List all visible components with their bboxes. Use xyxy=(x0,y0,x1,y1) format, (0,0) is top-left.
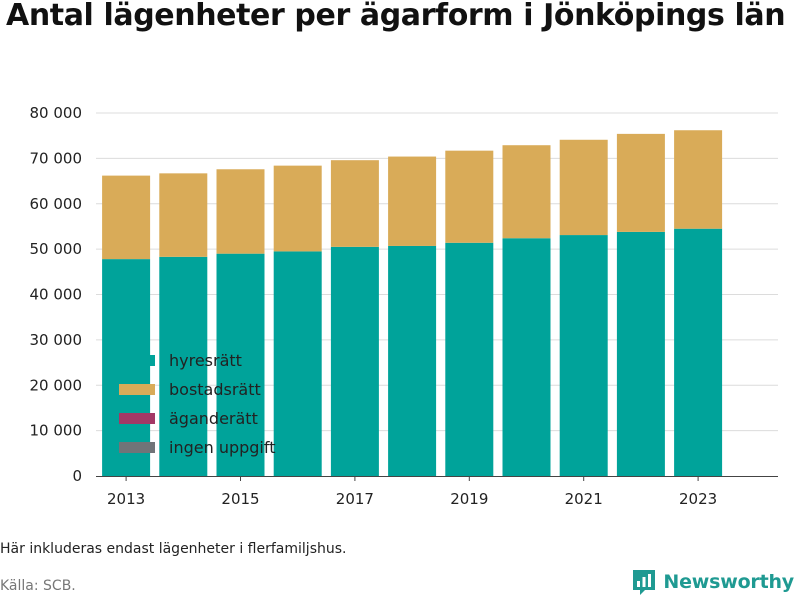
y-tick-label: 70 000 xyxy=(30,149,83,167)
x-tick-label: 2023 xyxy=(679,490,717,508)
bar-segment-2018-0 xyxy=(388,245,437,476)
bar-segment-2016-1 xyxy=(273,165,322,252)
y-tick-label: 50 000 xyxy=(30,240,83,258)
x-tick-label: 2017 xyxy=(336,490,374,508)
legend-swatch xyxy=(119,355,155,366)
legend-label: äganderätt xyxy=(169,409,258,428)
y-tick-label: 10 000 xyxy=(30,422,83,440)
legend-swatch xyxy=(119,384,155,395)
y-tick-label: 60 000 xyxy=(30,195,83,213)
bar-segment-2020-0 xyxy=(502,238,551,476)
legend-item: ingen uppgift xyxy=(114,433,290,462)
brand: Newsworthy xyxy=(631,568,794,596)
newsworthy-logo-icon xyxy=(633,570,656,595)
legend: hyresrätt bostadsrätt äganderätt ingen uppg… xyxy=(114,346,290,462)
bar-segment-2020-1 xyxy=(502,145,551,239)
bar-segment-2015-1 xyxy=(216,169,265,254)
bar-segment-2017-0 xyxy=(330,246,379,476)
y-tick-label: 40 000 xyxy=(30,286,83,304)
bar-segment-2018-1 xyxy=(388,156,437,246)
y-tick-label: 20 000 xyxy=(30,376,83,394)
legend-label: bostadsrätt xyxy=(169,380,261,399)
bar-segment-2019-1 xyxy=(445,150,494,243)
legend-label: ingen uppgift xyxy=(169,438,276,457)
bar-segment-2021-0 xyxy=(559,235,608,476)
bar-segment-2017-1 xyxy=(330,160,379,247)
x-tick-label: 2013 xyxy=(107,490,145,508)
x-axis-ticks: 2013 2015 2017 2019 2021 2023 xyxy=(107,476,717,508)
x-tick-label: 2019 xyxy=(450,490,488,508)
bar-segment-2014-1 xyxy=(159,173,208,257)
chart-area: 0 10 000 20 000 30 000 40 000 50 000 60 000 70 … xyxy=(30,104,778,508)
bar-segment-2023-0 xyxy=(674,228,723,476)
legend-label: hyresrätt xyxy=(169,351,242,370)
y-axis-ticks: 0 10 000 20 000 30 000 40 000 50 000 60 000 70 … xyxy=(30,104,83,485)
legend-item: bostadsrätt xyxy=(114,375,290,404)
bars xyxy=(102,130,723,476)
legend-item: hyresrätt xyxy=(114,346,290,375)
bar-segment-2021-1 xyxy=(559,139,608,236)
chart-title: Antal lägenheter per ägarform i Jönköpin… xyxy=(6,0,786,33)
y-tick-label: 0 xyxy=(72,467,82,485)
x-tick-label: 2021 xyxy=(565,490,603,508)
bar-segment-2022-0 xyxy=(616,231,665,476)
bar-segment-2016-0 xyxy=(273,251,322,476)
brand-name: Newsworthy xyxy=(663,571,794,593)
legend-item: äganderätt xyxy=(114,404,290,433)
bar-segment-2019-0 xyxy=(445,242,494,476)
legend-swatch xyxy=(119,413,155,424)
bar-segment-2015-0 xyxy=(216,253,265,476)
source-note: Källa: SCB. xyxy=(0,578,76,594)
bar-segment-2014-0 xyxy=(159,256,208,476)
bar-segment-2022-1 xyxy=(616,133,665,232)
x-tick-label: 2015 xyxy=(221,490,259,508)
y-tick-label: 30 000 xyxy=(30,331,83,349)
legend-swatch xyxy=(119,442,155,453)
bar-segment-2013-1 xyxy=(102,175,151,260)
bar-segment-2013-0 xyxy=(102,259,151,476)
bar-segment-2023-1 xyxy=(674,130,723,229)
y-tick-label: 80 000 xyxy=(30,104,83,122)
footnote: Här inkluderas endast lägenheter i flerf… xyxy=(0,541,347,557)
